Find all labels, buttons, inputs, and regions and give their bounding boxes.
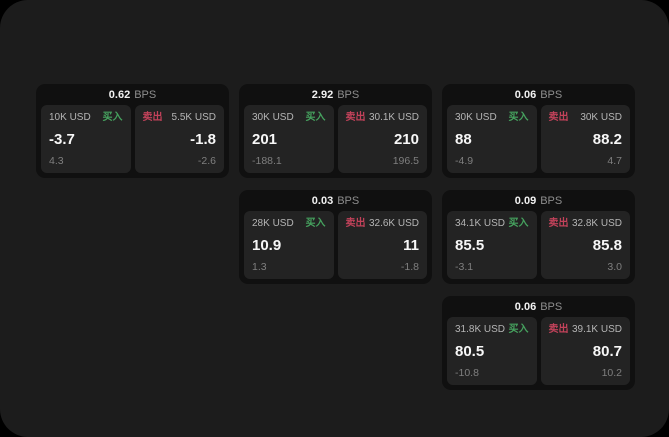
quote-card[interactable]: 0.62 BPS 10K USD 买入 -3.7 4.3 卖出 5.5K USD… bbox=[36, 84, 229, 178]
sell-amount: 5.5K USD bbox=[171, 112, 216, 123]
buy-panel[interactable]: 30K USD 买入 201 -188.1 bbox=[244, 105, 334, 173]
sell-sub-value: -2.6 bbox=[197, 155, 216, 167]
sell-amount: 32.6K USD bbox=[368, 218, 419, 229]
buy-tag: 买入 bbox=[508, 112, 529, 123]
bps-value: 0.03 bbox=[311, 194, 334, 207]
quote-card[interactable]: 2.92 BPS 30K USD 买入 201 -188.1 卖出 30.1K … bbox=[239, 84, 432, 178]
buy-price: 88 bbox=[455, 130, 472, 148]
card-header: 0.62 BPS bbox=[41, 84, 224, 105]
sell-sub-value: 4.7 bbox=[607, 155, 622, 167]
bps-value: 2.92 bbox=[311, 88, 334, 101]
buy-price: 10.9 bbox=[252, 236, 282, 254]
sell-price: 85.8 bbox=[592, 236, 622, 254]
buy-panel[interactable]: 28K USD 买入 10.9 1.3 bbox=[244, 211, 334, 279]
quote-card[interactable]: 0.03 BPS 28K USD 买入 10.9 1.3 卖出 32.6K US… bbox=[239, 190, 432, 284]
bps-unit-label: BPS bbox=[337, 194, 360, 207]
buy-panel[interactable]: 30K USD 买入 88 -4.9 bbox=[447, 105, 537, 173]
buy-tag: 买入 bbox=[305, 218, 326, 229]
buy-tag: 买入 bbox=[508, 324, 529, 335]
quote-card[interactable]: 0.06 BPS 31.8K USD 买入 80.5 -10.8 卖出 39.1… bbox=[442, 296, 635, 390]
sell-amount: 39.1K USD bbox=[571, 324, 622, 335]
buy-panel[interactable]: 31.8K USD 买入 80.5 -10.8 bbox=[447, 317, 537, 385]
buy-sub-value: 1.3 bbox=[252, 261, 267, 273]
sell-tag: 卖出 bbox=[142, 112, 163, 123]
sell-tag: 卖出 bbox=[345, 112, 366, 123]
buy-amount: 28K USD bbox=[252, 218, 294, 229]
buy-amount: 30K USD bbox=[455, 112, 497, 123]
bps-unit-label: BPS bbox=[540, 300, 563, 313]
buy-amount: 31.8K USD bbox=[455, 324, 506, 335]
buy-sub-value: -3.1 bbox=[455, 261, 474, 273]
bps-unit-label: BPS bbox=[337, 88, 360, 101]
buy-price: 80.5 bbox=[455, 342, 485, 360]
sell-price: 88.2 bbox=[592, 130, 622, 148]
sell-price: 11 bbox=[403, 236, 419, 254]
buy-tag: 买入 bbox=[102, 112, 123, 123]
buy-amount: 10K USD bbox=[49, 112, 91, 123]
buy-price: -3.7 bbox=[49, 130, 75, 148]
buy-sub-value: -10.8 bbox=[455, 367, 479, 379]
sell-sub-value: -1.8 bbox=[400, 261, 419, 273]
quote-card[interactable]: 0.09 BPS 34.1K USD 买入 85.5 -3.1 卖出 32.8K… bbox=[442, 190, 635, 284]
sell-amount: 30.1K USD bbox=[368, 112, 419, 123]
buy-sub-value: -4.9 bbox=[455, 155, 474, 167]
bps-value: 0.06 bbox=[514, 300, 537, 313]
sell-panel[interactable]: 卖出 39.1K USD 80.7 10.2 bbox=[540, 317, 630, 385]
sell-panel[interactable]: 卖出 32.6K USD 11 -1.8 bbox=[337, 211, 427, 279]
buy-price: 201 bbox=[252, 130, 278, 148]
sell-price: 80.7 bbox=[592, 342, 622, 360]
sell-amount: 30K USD bbox=[580, 112, 622, 123]
buy-tag: 买入 bbox=[508, 218, 529, 229]
card-header: 0.06 BPS bbox=[447, 84, 630, 105]
buy-price: 85.5 bbox=[455, 236, 485, 254]
sell-price: 210 bbox=[393, 130, 419, 148]
buy-panel[interactable]: 34.1K USD 买入 85.5 -3.1 bbox=[447, 211, 537, 279]
sell-tag: 卖出 bbox=[345, 218, 366, 229]
sell-sub-value: 3.0 bbox=[607, 261, 622, 273]
quote-cards-grid: 0.62 BPS 10K USD 买入 -3.7 4.3 卖出 5.5K USD… bbox=[36, 84, 635, 390]
sell-tag: 卖出 bbox=[548, 112, 569, 123]
buy-sub-value: 4.3 bbox=[49, 155, 64, 167]
sell-panel[interactable]: 卖出 30.1K USD 210 196.5 bbox=[337, 105, 427, 173]
quote-card[interactable]: 0.06 BPS 30K USD 买入 88 -4.9 卖出 30K USD 8… bbox=[442, 84, 635, 178]
bps-value: 0.06 bbox=[514, 88, 537, 101]
card-header: 0.09 BPS bbox=[447, 190, 630, 211]
sell-sub-value: 196.5 bbox=[392, 155, 419, 167]
sell-panel[interactable]: 卖出 30K USD 88.2 4.7 bbox=[540, 105, 630, 173]
sell-tag: 卖出 bbox=[548, 218, 569, 229]
sell-price: -1.8 bbox=[190, 130, 216, 148]
card-header: 0.03 BPS bbox=[244, 190, 427, 211]
buy-amount: 30K USD bbox=[252, 112, 294, 123]
buy-sub-value: -188.1 bbox=[252, 155, 282, 167]
bps-unit-label: BPS bbox=[540, 194, 563, 207]
buy-panel[interactable]: 10K USD 买入 -3.7 4.3 bbox=[41, 105, 131, 173]
sell-panel[interactable]: 卖出 32.8K USD 85.8 3.0 bbox=[540, 211, 630, 279]
sell-tag: 卖出 bbox=[548, 324, 569, 335]
buy-tag: 买入 bbox=[305, 112, 326, 123]
bps-value: 0.09 bbox=[514, 194, 537, 207]
bps-unit-label: BPS bbox=[540, 88, 563, 101]
sell-amount: 32.8K USD bbox=[571, 218, 622, 229]
sell-sub-value: 10.2 bbox=[601, 367, 622, 379]
bps-value: 0.62 bbox=[108, 88, 131, 101]
bps-unit-label: BPS bbox=[134, 88, 157, 101]
buy-amount: 34.1K USD bbox=[455, 218, 506, 229]
card-header: 0.06 BPS bbox=[447, 296, 630, 317]
sell-panel[interactable]: 卖出 5.5K USD -1.8 -2.6 bbox=[134, 105, 224, 173]
card-header: 2.92 BPS bbox=[244, 84, 427, 105]
